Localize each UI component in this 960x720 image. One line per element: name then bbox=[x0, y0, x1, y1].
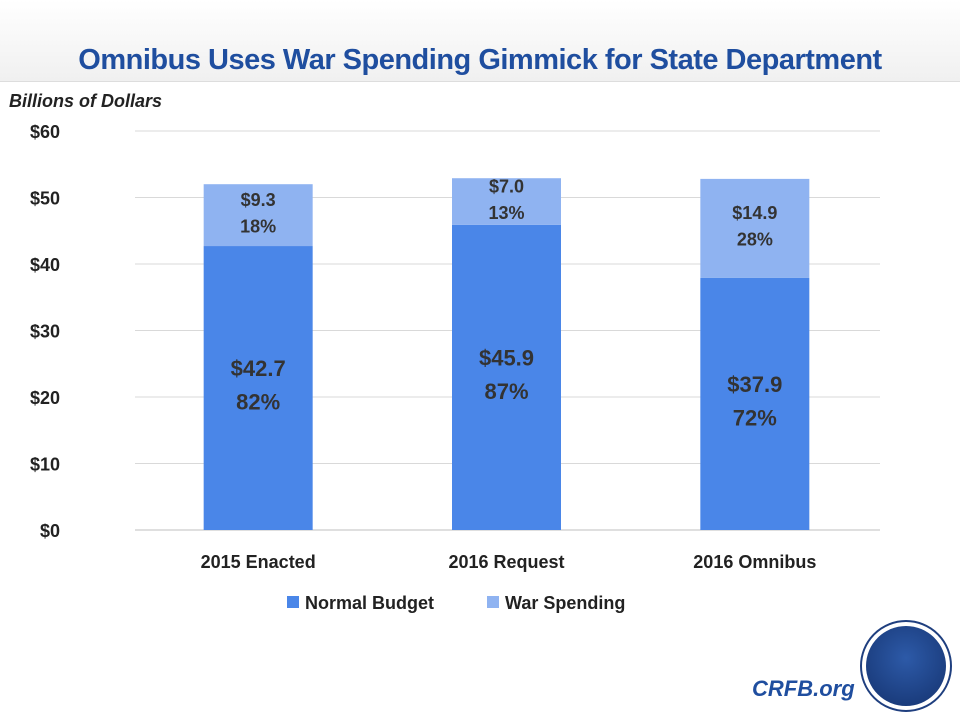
y-tick-label: $20 bbox=[30, 388, 60, 408]
y-tick-label: $60 bbox=[30, 122, 60, 142]
y-tick-label: $40 bbox=[30, 255, 60, 275]
y-tick-label: $0 bbox=[40, 521, 60, 541]
data-label: $9.3 bbox=[241, 190, 276, 210]
legend-label: Normal Budget bbox=[305, 593, 434, 613]
capitol-dome-icon bbox=[866, 626, 946, 706]
bar-normal-budget bbox=[700, 277, 810, 530]
bar-normal-budget bbox=[452, 224, 561, 530]
legend-swatch bbox=[487, 596, 499, 608]
bar-war-spending bbox=[203, 184, 313, 247]
y-tick-label: $50 bbox=[30, 189, 60, 209]
x-tick-label: 2016 Request bbox=[448, 552, 564, 572]
data-label: $37.9 bbox=[727, 372, 782, 397]
y-tick-label: $10 bbox=[30, 455, 60, 475]
x-tick-label: 2015 Enacted bbox=[201, 552, 316, 572]
percent-label: 18% bbox=[240, 216, 276, 236]
percent-label: 28% bbox=[737, 230, 773, 250]
capitol-logo bbox=[860, 620, 952, 712]
legend-label: War Spending bbox=[505, 593, 625, 613]
y-axis-label: Billions of Dollars bbox=[9, 91, 163, 111]
legend-swatch bbox=[287, 596, 299, 608]
bar-war-spending bbox=[452, 178, 561, 225]
x-tick-label: 2016 Omnibus bbox=[693, 552, 816, 572]
percent-label: 82% bbox=[236, 390, 280, 415]
data-label: $7.0 bbox=[489, 176, 524, 196]
data-label: $45.9 bbox=[479, 346, 534, 371]
bar-war-spending bbox=[700, 178, 810, 278]
header-band bbox=[0, 0, 960, 82]
percent-label: 13% bbox=[488, 203, 524, 223]
bar-normal-budget bbox=[203, 246, 313, 531]
site-link[interactable]: CRFB.org bbox=[752, 676, 855, 701]
y-tick-label: $30 bbox=[30, 322, 60, 342]
data-label: $14.9 bbox=[732, 203, 777, 223]
chart-title: Omnibus Uses War Spending Gimmick for St… bbox=[78, 44, 882, 76]
percent-label: 87% bbox=[484, 379, 528, 404]
percent-label: 72% bbox=[733, 406, 777, 431]
data-label: $42.7 bbox=[231, 356, 286, 381]
